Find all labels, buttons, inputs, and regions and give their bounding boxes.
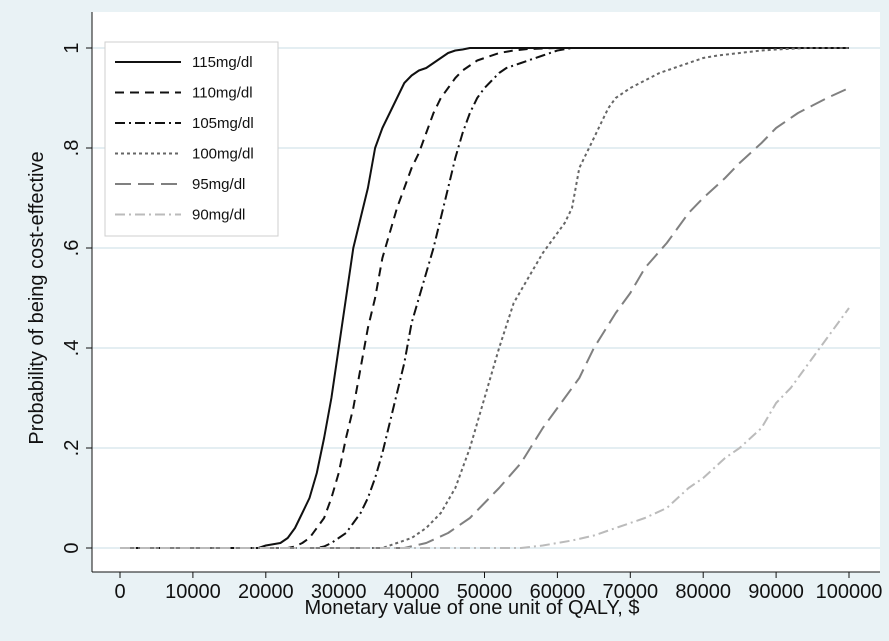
legend-label-5: 90mg/dl [192, 207, 245, 224]
legend: 115mg/dl 110mg/dl 105mg/dl 100mg/dl 95mg/dl 9… [105, 42, 278, 236]
y-tick-label: .8 [61, 140, 83, 157]
y-axis: 0 .2 .4 .6 .8 1 [61, 12, 92, 572]
x-tick-label: 10000 [165, 581, 221, 603]
x-tick-label: 80000 [675, 581, 731, 603]
y-tick-label: .2 [61, 440, 83, 457]
legend-label-1: 110mg/dl [192, 85, 253, 102]
x-tick-label: 20000 [238, 581, 294, 603]
y-axis-title: Probability of being cost-effective [26, 151, 48, 444]
x-tick-label: 0 [114, 581, 125, 603]
legend-label-2: 105mg/dl [192, 115, 254, 132]
x-tick-label: 100000 [816, 581, 883, 603]
x-axis-title: Monetary value of one unit of QALY, $ [304, 597, 639, 619]
y-tick-label: .4 [61, 340, 83, 357]
y-tick-label: .6 [61, 240, 83, 257]
y-tick-label: 1 [61, 42, 83, 53]
legend-label-0: 115mg/dl [192, 54, 253, 71]
legend-label-3: 100mg/dl [192, 146, 254, 163]
y-tick-label: 0 [61, 542, 83, 553]
legend-label-4: 95mg/dl [192, 176, 245, 193]
x-tick-label: 90000 [748, 581, 804, 603]
